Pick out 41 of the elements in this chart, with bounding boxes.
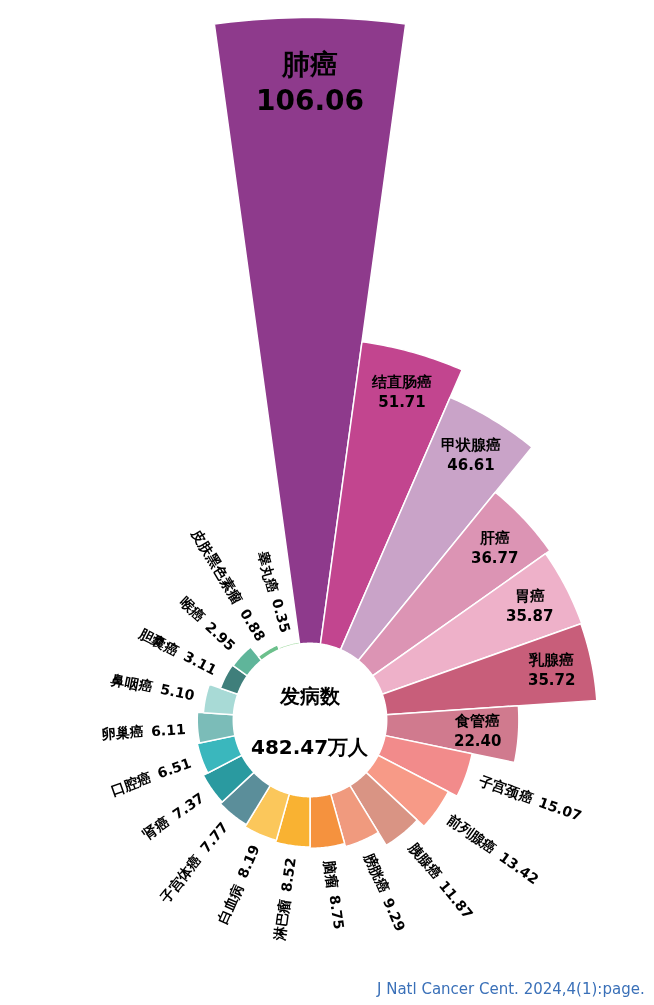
category-label: 肾癌 [139, 813, 172, 843]
data-label: 46.61 [447, 455, 495, 474]
category-label: 脑瘤 [320, 858, 341, 890]
data-label: 15.07 [536, 793, 584, 824]
category-label: 鼻咽癌 [108, 670, 155, 696]
data-label: 0.35 [268, 596, 294, 635]
category-label: 膀胱癌 [360, 849, 393, 896]
category-label: 肝癌 [478, 529, 510, 547]
data-label: 35.72 [528, 670, 576, 689]
category-label: 甲状腺癌 [441, 436, 501, 454]
text: J Natl Cancer Cent. 2024,4(1):page. [376, 980, 645, 998]
category-label: 胆囊癌 [135, 624, 182, 659]
text: 482.47万人 [251, 735, 370, 759]
category-label: 喉癌 [176, 593, 208, 625]
data-label: 6.51 [155, 754, 194, 782]
category-label: 卵巢癌 [100, 723, 145, 743]
data-label: 35.87 [506, 606, 554, 625]
category-label: 子宫颈癌 [476, 771, 536, 807]
category-label: 结直肠癌 [371, 373, 432, 391]
data-label: 8.19 [234, 842, 263, 881]
category-label: 胃癌 [514, 587, 545, 605]
data-label: 8.52 [278, 856, 299, 893]
data-label: 22.40 [454, 731, 502, 750]
category-label: 淋巴瘤 [271, 897, 293, 943]
data-label: 6.11 [150, 720, 187, 740]
category-label: 子宫体癌 [155, 851, 205, 907]
data-label: 8.75 [326, 893, 348, 931]
category-label: 肺癌 [281, 48, 339, 81]
category-label: 口腔癌 [108, 769, 154, 799]
category-label: 白血病 [214, 881, 246, 927]
data-label: 9.29 [380, 895, 409, 934]
category-label: 乳腺癌 [528, 651, 575, 669]
category-label: 食管癌 [454, 712, 501, 730]
category-label: 胰腺癌 [404, 838, 445, 883]
category-label: 睾丸癌 [254, 548, 282, 595]
data-label: 36.77 [471, 548, 519, 567]
data-label: 106.06 [256, 84, 365, 118]
data-label: 51.71 [378, 392, 426, 411]
category-label: 前列腺癌 [443, 811, 500, 857]
text: 发病数 [279, 684, 341, 708]
data-label: 5.10 [158, 680, 197, 704]
